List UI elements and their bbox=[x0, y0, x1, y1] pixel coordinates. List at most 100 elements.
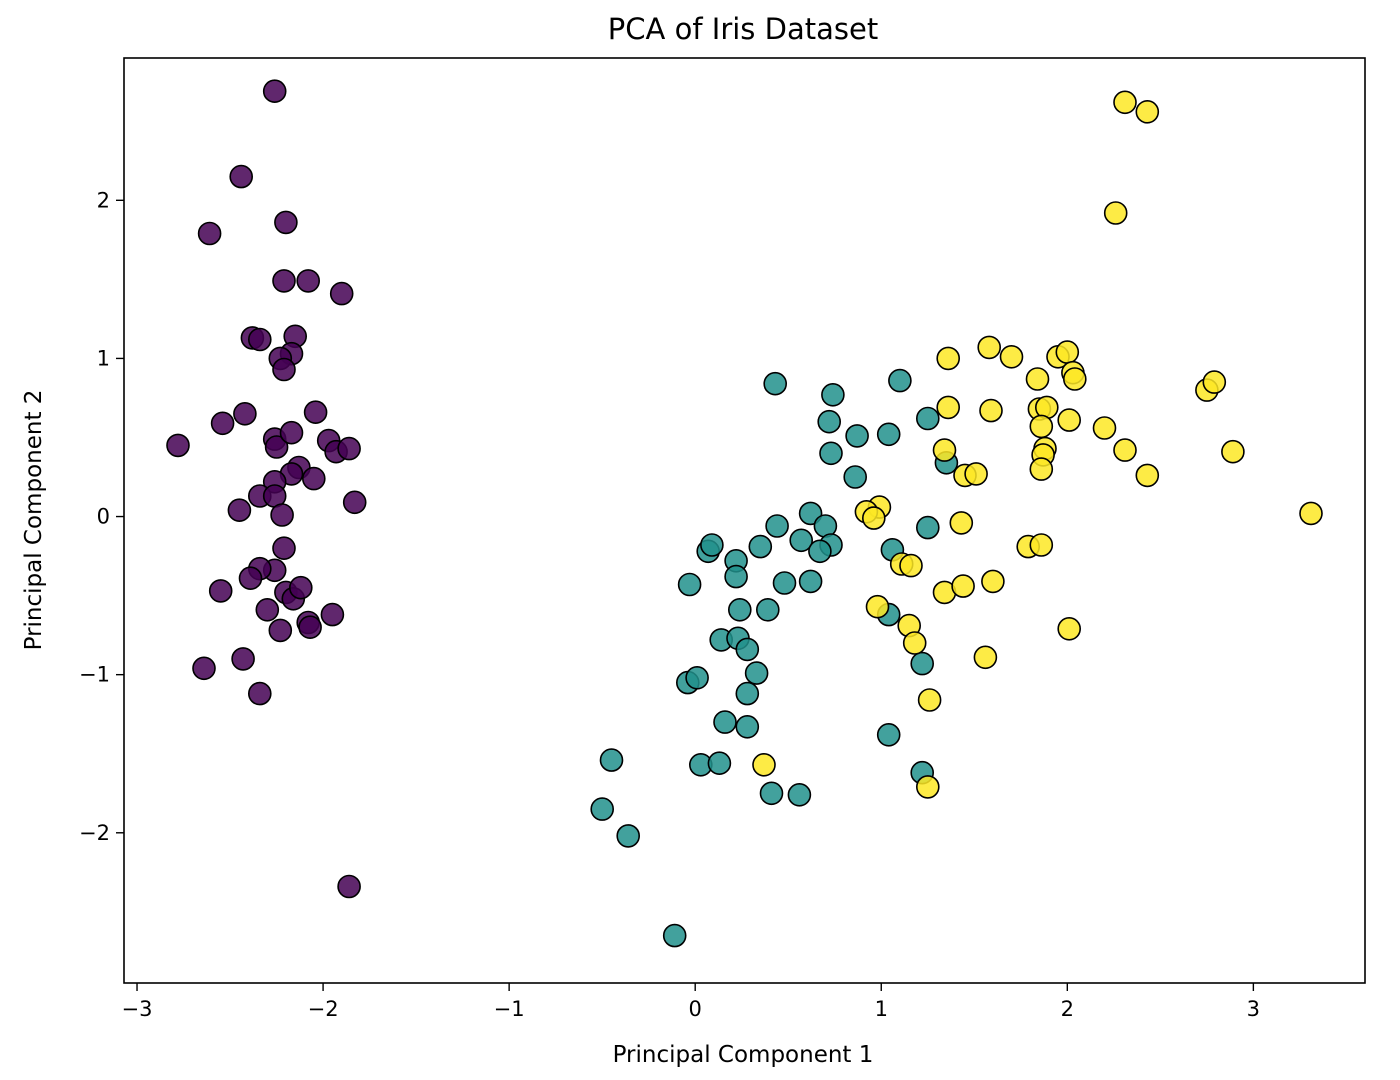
data-point bbox=[817, 409, 842, 434]
x-tick-label: 3 bbox=[1247, 997, 1260, 1021]
data-point bbox=[255, 597, 280, 622]
data-point bbox=[599, 748, 624, 772]
data-point bbox=[979, 398, 1003, 423]
data-point bbox=[845, 424, 869, 448]
data-point bbox=[590, 797, 615, 821]
data-point bbox=[819, 441, 843, 466]
data-point bbox=[616, 824, 641, 848]
y-tick-label: −1 bbox=[79, 663, 110, 687]
data-point bbox=[272, 357, 296, 382]
data-point bbox=[707, 751, 732, 776]
data-point bbox=[999, 344, 1024, 369]
data-point bbox=[700, 533, 724, 557]
series-class-1 bbox=[590, 368, 959, 948]
data-point bbox=[301, 466, 326, 491]
data-point bbox=[932, 438, 957, 462]
data-point bbox=[735, 637, 760, 662]
x-axis: −3 −2 −1 0 1 2 3 bbox=[122, 983, 1260, 1021]
data-point bbox=[262, 79, 287, 103]
data-point bbox=[1029, 414, 1054, 439]
data-point bbox=[1029, 533, 1054, 557]
data-point bbox=[1135, 100, 1160, 124]
data-point bbox=[685, 665, 709, 690]
data-point bbox=[917, 688, 942, 712]
data-point bbox=[910, 651, 935, 676]
data-point bbox=[902, 631, 927, 655]
y-tick-label: 2 bbox=[97, 188, 110, 212]
data-point bbox=[936, 346, 961, 371]
data-point bbox=[1113, 90, 1137, 115]
x-tick-label: 1 bbox=[875, 997, 888, 1021]
data-point bbox=[662, 923, 687, 948]
data-point bbox=[744, 661, 769, 685]
data-point bbox=[1202, 370, 1227, 394]
data-point bbox=[272, 536, 296, 561]
series-class-0 bbox=[166, 79, 367, 899]
data-point bbox=[247, 327, 272, 352]
data-point bbox=[821, 382, 845, 407]
data-point bbox=[1063, 367, 1087, 391]
data-point bbox=[329, 281, 354, 306]
data-point bbox=[973, 645, 998, 670]
data-point bbox=[227, 498, 252, 523]
data-point bbox=[1057, 408, 1081, 432]
x-tick-label: 0 bbox=[689, 997, 702, 1021]
data-point bbox=[342, 490, 367, 515]
data-point bbox=[197, 221, 222, 246]
data-point bbox=[727, 597, 752, 622]
data-point bbox=[713, 710, 737, 734]
data-point bbox=[288, 575, 313, 600]
data-point bbox=[337, 436, 361, 461]
data-point bbox=[843, 465, 868, 489]
x-tick-label: −2 bbox=[308, 997, 339, 1021]
data-point bbox=[951, 574, 975, 598]
data-point bbox=[787, 782, 812, 807]
points-layer bbox=[166, 79, 1323, 948]
data-point bbox=[279, 420, 304, 445]
data-point bbox=[765, 514, 789, 538]
data-point bbox=[915, 406, 940, 431]
data-point bbox=[270, 503, 294, 527]
data-point bbox=[303, 400, 328, 425]
data-point bbox=[231, 647, 255, 671]
y-tick-label: −2 bbox=[79, 821, 110, 845]
x-tick-label: −3 bbox=[122, 997, 153, 1021]
data-point bbox=[1055, 340, 1080, 364]
data-point bbox=[1103, 201, 1128, 225]
data-point bbox=[735, 681, 760, 706]
data-point bbox=[272, 269, 296, 293]
chart-title: PCA of Iris Dataset bbox=[608, 12, 878, 46]
data-point bbox=[977, 335, 1002, 360]
plot-frame bbox=[123, 57, 1366, 984]
y-axis-label: Principal Component 2 bbox=[21, 390, 47, 651]
data-point bbox=[268, 618, 293, 643]
x-tick-label: 2 bbox=[1061, 997, 1074, 1021]
data-point bbox=[166, 433, 190, 458]
data-point bbox=[936, 395, 961, 420]
data-point bbox=[981, 569, 1005, 594]
data-point bbox=[1113, 438, 1137, 462]
data-point bbox=[899, 553, 923, 578]
data-point bbox=[964, 462, 988, 486]
data-point bbox=[1299, 501, 1323, 526]
data-point bbox=[724, 564, 748, 589]
data-point bbox=[876, 422, 901, 447]
data-point bbox=[192, 656, 216, 681]
data-point bbox=[210, 411, 235, 436]
data-point bbox=[949, 511, 974, 535]
data-point bbox=[748, 534, 773, 559]
data-point bbox=[876, 722, 901, 747]
data-point bbox=[298, 615, 322, 640]
data-point bbox=[915, 515, 940, 540]
data-point bbox=[1057, 616, 1081, 641]
data-point bbox=[229, 164, 253, 189]
data-point bbox=[772, 571, 797, 595]
data-point bbox=[337, 874, 361, 899]
data-point bbox=[865, 594, 890, 619]
data-point bbox=[677, 572, 702, 597]
data-point bbox=[296, 269, 321, 293]
x-axis-label: Principal Component 1 bbox=[613, 1042, 874, 1068]
data-point bbox=[861, 506, 886, 530]
